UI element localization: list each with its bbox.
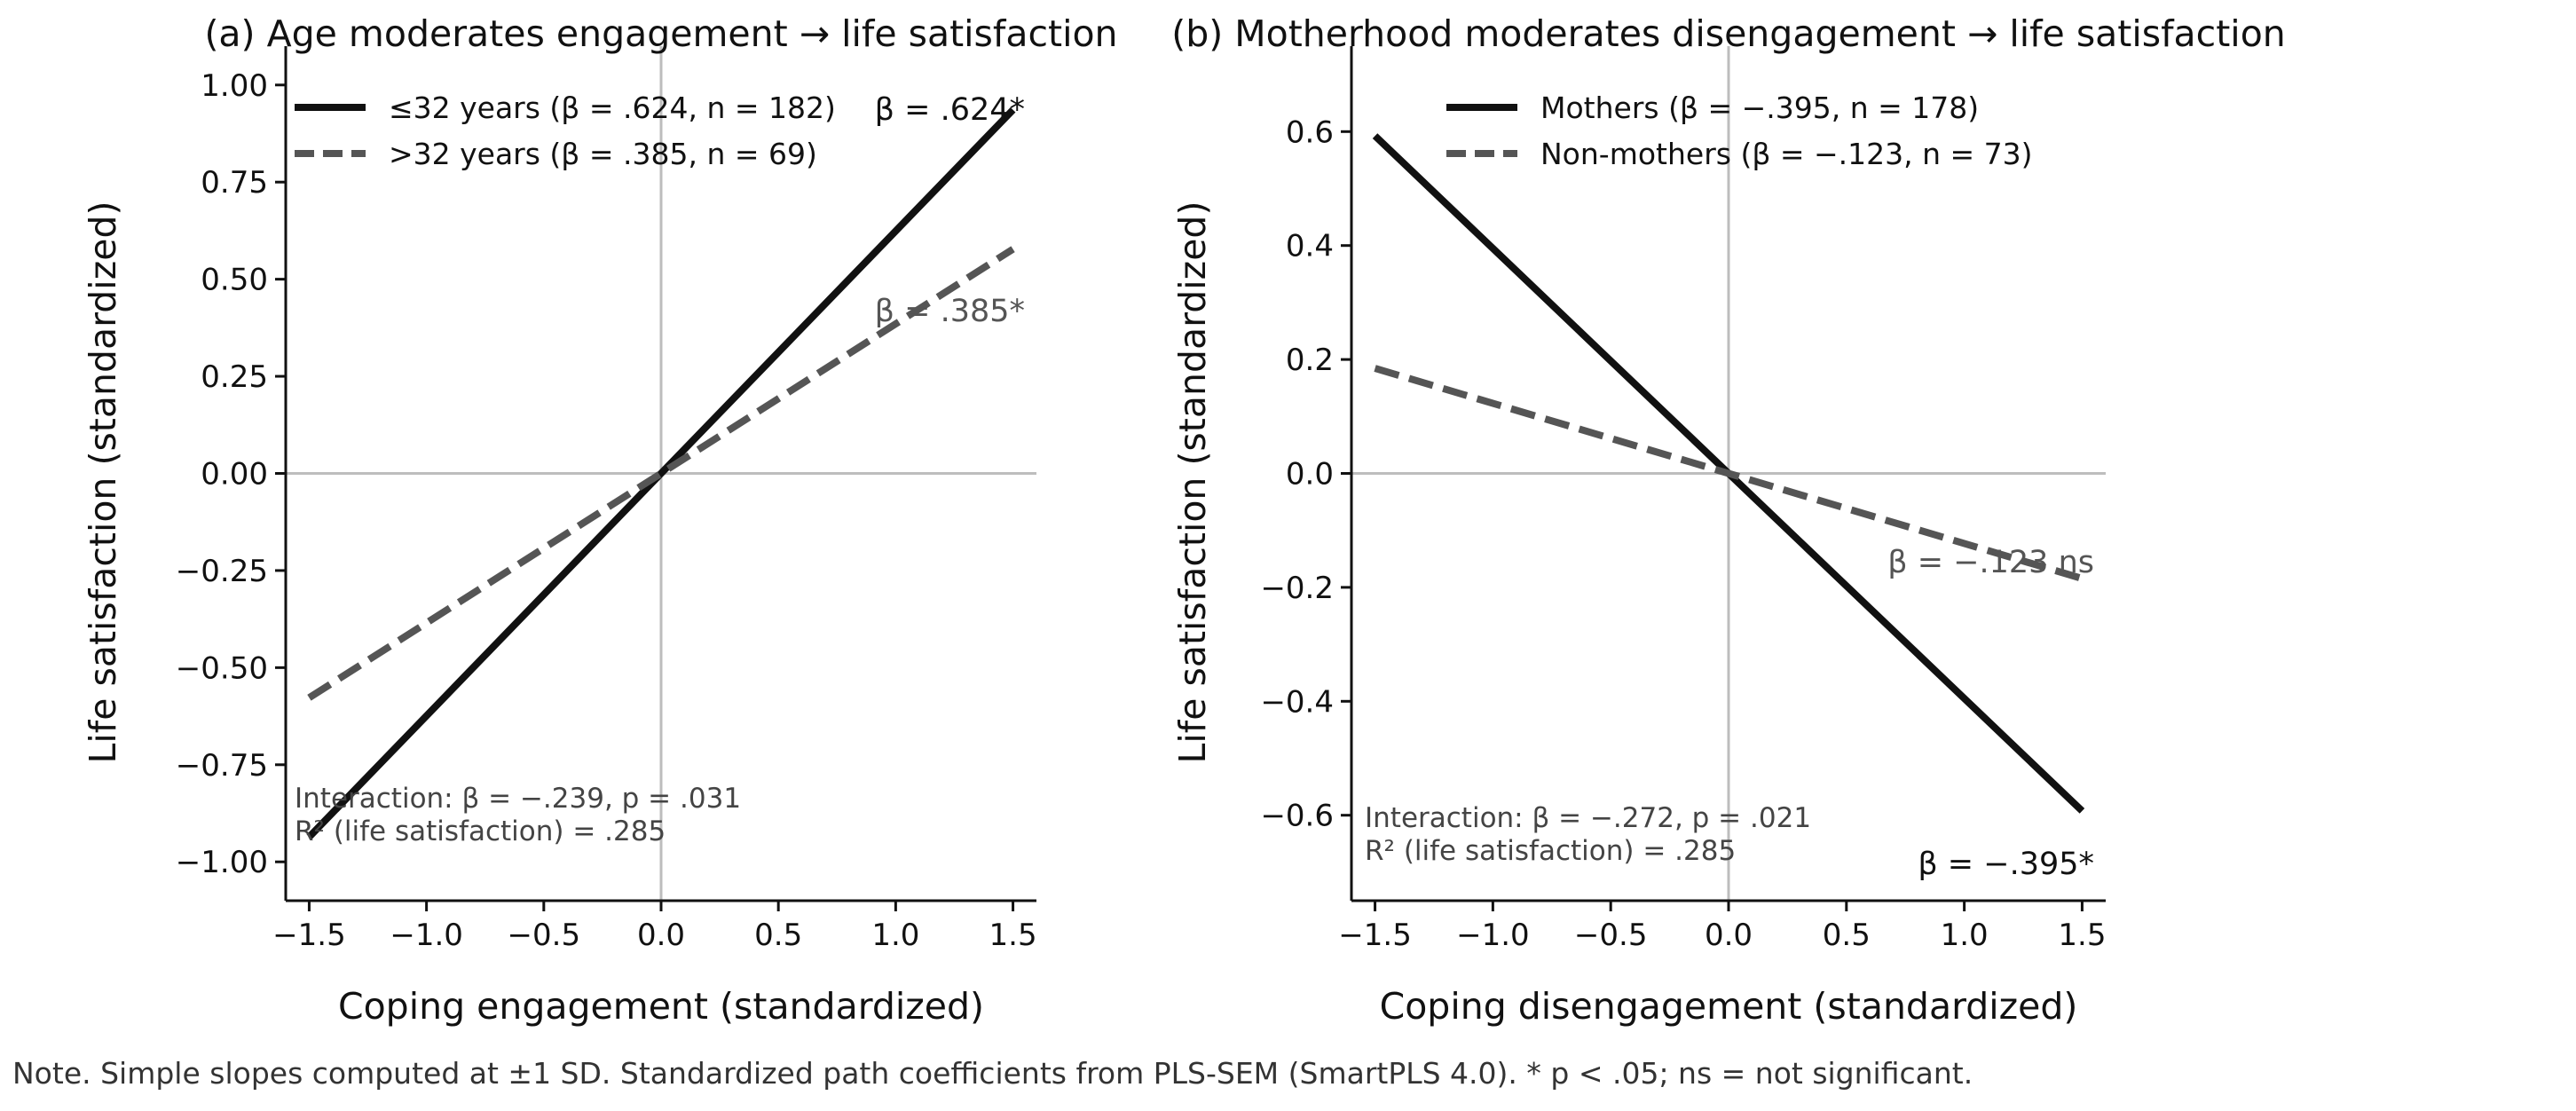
panel-b-x-tick-label: 0.5 [1823,918,1871,953]
panel-a-y-tick-label: 0.00 [201,457,268,492]
panel-a-slope-label-1: β = .624* [875,92,1025,128]
panel-b-x-tick-label: 0.0 [1705,918,1753,953]
panel-a-x-tick-label: −0.5 [508,918,581,953]
panel-a-legend-label-1: ≤32 years (β = .624, n = 182) [389,91,836,125]
panel-a-y-tick-label: 0.75 [201,165,268,201]
panel-a-x-tick-label: 1.5 [989,918,1037,953]
panel-b-y-tick-label: −0.2 [1260,571,1334,606]
panel-b-y-tick-label: 0.6 [1286,114,1334,150]
figure-note: Note. Simple slopes computed at ±1 SD. S… [12,1056,1973,1091]
panel-a-x-tick-label: 0.5 [754,918,802,953]
panel-b-y-tick-label: 0.2 [1286,343,1334,378]
panel-a-x-tick-label: 0.0 [637,918,685,953]
panel-b-y-tick-label: −0.6 [1260,799,1334,834]
panel-b-annotation-1: Interaction: β = −.272, p = .021 [1365,802,1811,834]
panel-a-x-tick-label: 1.0 [871,918,919,953]
panel-b-y-tick-label: 0.0 [1286,457,1334,492]
panel-a-x-tick-label: −1.5 [272,918,346,953]
panel-a-x-tick-label: −1.0 [390,918,463,953]
panel-b-series-line-2 [1374,365,2084,582]
panel-a-annotation-1: Interaction: β = −.239, p = .031 [295,783,741,815]
panel-a-slope-label-2: β = .385* [875,294,1025,329]
panel-b-slope-label-2: β = −.123 ns [1887,545,2094,580]
panel-b-annotation-2: R² (life satisfaction) = .285 [1365,835,1736,867]
panel-b-x-tick-label: −1.0 [1456,918,1530,953]
panel-b-legend-label-2: Non-mothers (β = −.123, n = 73) [1540,137,2033,171]
panel-b-title: (b) Motherhood moderates disengagement →… [1171,12,2286,55]
panel-b-slope-label-1: β = −.395* [1918,847,2094,882]
panel-b-x-tick-label: 1.5 [2058,918,2106,953]
panel-a-y-axis-label: Life satisfaction (standardized) [82,201,124,764]
panel-a-series-line-1 [306,107,1016,839]
panel-b-y-axis-label: Life satisfaction (standardized) [1171,201,1214,764]
panel-a-title: (a) Age moderates engagement → life sati… [204,12,1117,55]
panel-a-y-tick-label: −0.25 [176,554,268,589]
panel-b-x-tick-label: 1.0 [1941,918,1989,953]
panel-b-x-tick-label: −0.5 [1574,918,1648,953]
panel-b-x-tick-label: −1.5 [1338,918,1412,953]
panel-b-y-tick-label: 0.4 [1286,229,1334,264]
panel-a-y-tick-label: −0.75 [176,748,268,784]
panel-a-y-tick-label: −0.50 [176,650,268,686]
panel-b-x-axis-label: Coping disengagement (standardized) [1380,985,2078,1028]
panel-a-x-axis-label: Coping engagement (standardized) [338,985,984,1028]
panel-a-legend-label-2: >32 years (β = .385, n = 69) [389,137,817,171]
panel-a-y-tick-label: 0.50 [201,263,268,298]
panel-a-series-line-2 [307,246,1015,701]
panel-a-y-tick-label: 0.25 [201,359,268,395]
panel-b-y-tick-label: −0.4 [1260,684,1334,720]
panel-a-y-tick-label: 1.00 [201,68,268,104]
panel-a-y-tick-label: −1.00 [176,845,268,880]
panel-b-legend-label-1: Mothers (β = −.395, n = 178) [1540,91,1979,125]
panel-a-annotation-2: R² (life satisfaction) = .285 [295,816,666,847]
